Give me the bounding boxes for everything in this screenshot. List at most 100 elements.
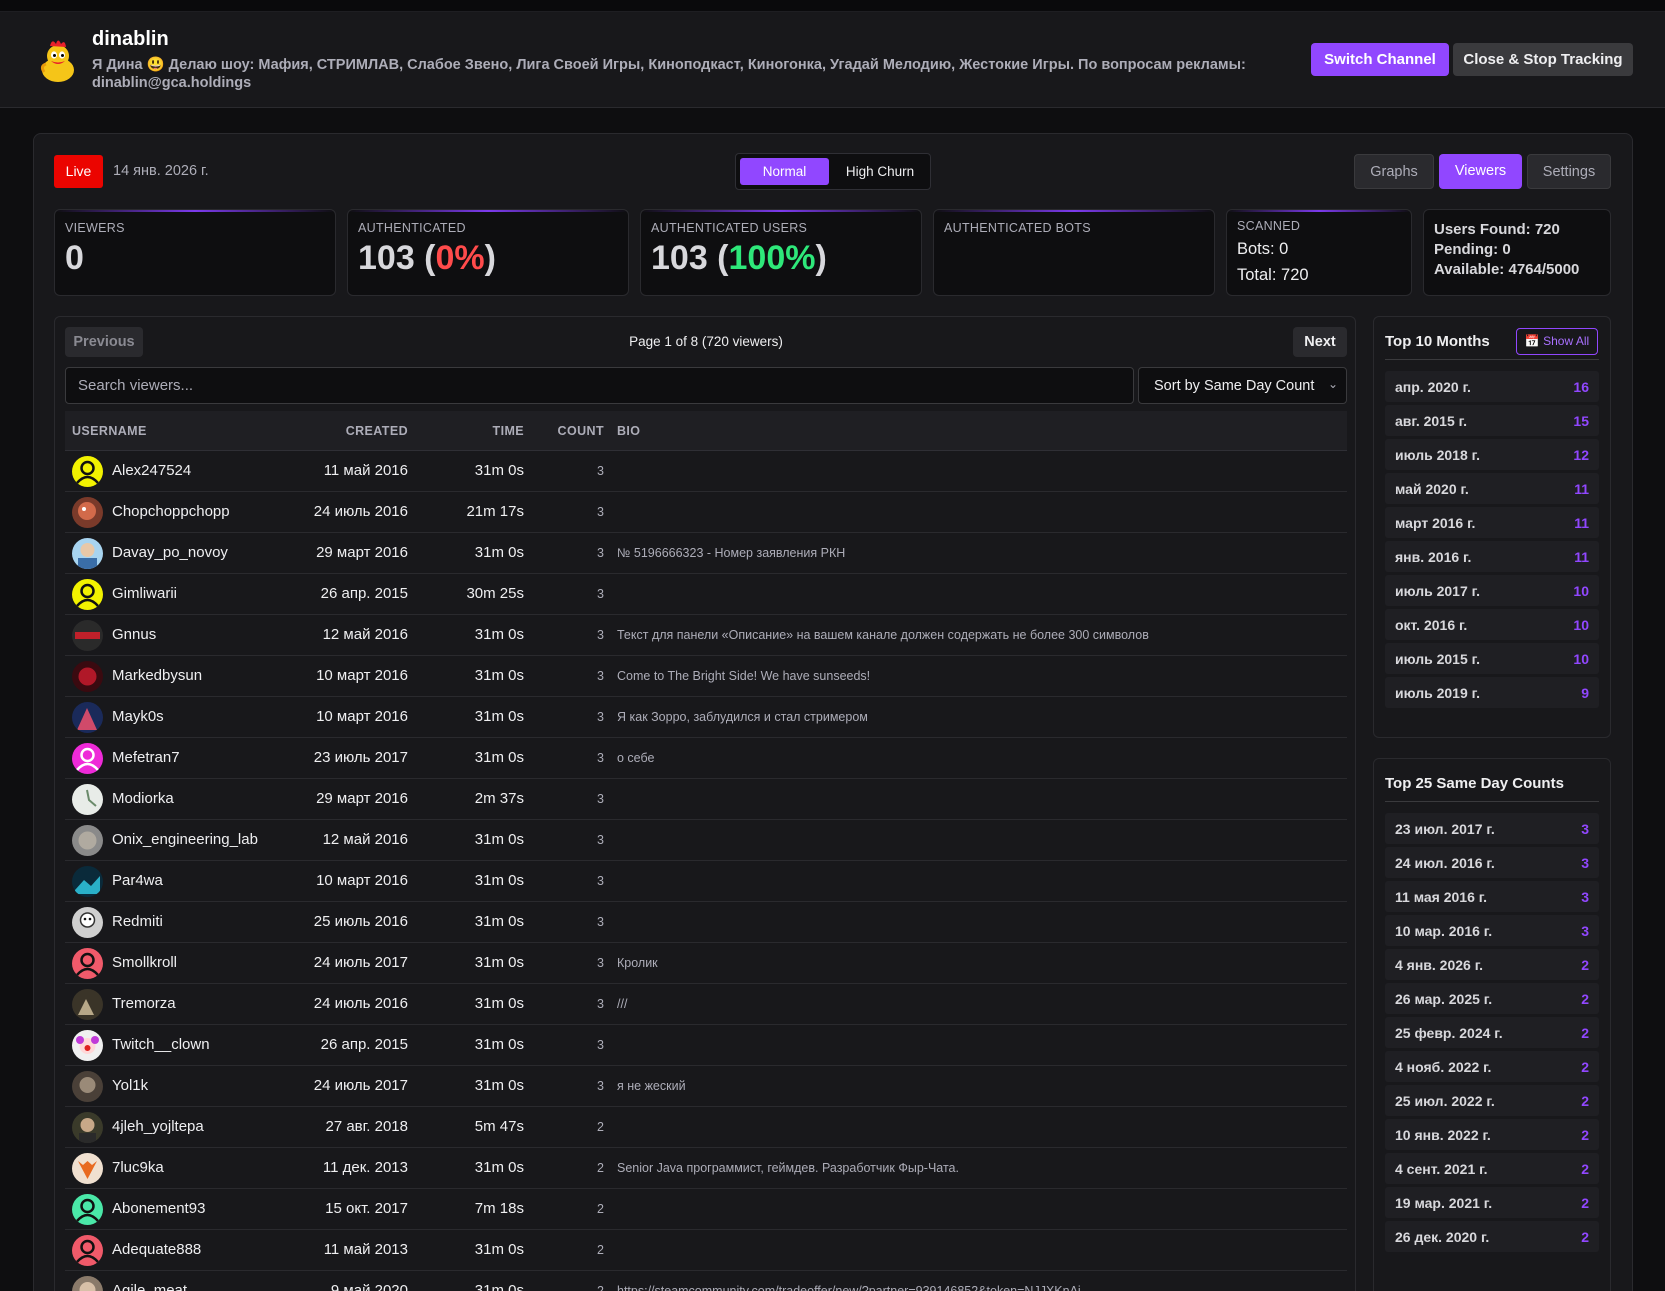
day-list-item[interactable]: 10 мар. 2016 г. 3: [1385, 915, 1599, 946]
cell-created: 24 июль 2017: [313, 954, 408, 971]
day-list-item[interactable]: 19 мар. 2021 г. 2: [1385, 1187, 1599, 1218]
table-row[interactable]: Adequate888 11 май 2013 31m 0s 2: [65, 1230, 1347, 1271]
cell-username[interactable]: Adequate888: [112, 1241, 202, 1258]
window-top-strip: [0, 0, 1665, 12]
day-list-item[interactable]: 10 янв. 2022 г. 2: [1385, 1119, 1599, 1150]
table-row[interactable]: 7luc9ka 11 дек. 2013 31m 0s 2 Senior Java пр…: [65, 1148, 1347, 1189]
cell-time: 31m 0s: [474, 462, 524, 479]
table-row[interactable]: Mayk0s 10 март 2016 31m 0s 3 Я как Зорро, за…: [65, 697, 1347, 738]
table-row[interactable]: Chopchoppchopp 24 июль 2016 21m 17s 3: [65, 492, 1347, 533]
cell-username[interactable]: Par4wa: [112, 872, 163, 889]
table-row[interactable]: Modiorka 29 март 2016 2m 37s 3: [65, 779, 1347, 820]
month-list-item[interactable]: март 2016 г. 11: [1385, 507, 1599, 538]
col-count[interactable]: COUNT: [557, 424, 604, 438]
month-list-item[interactable]: июль 2017 г. 10: [1385, 575, 1599, 606]
avatar: [72, 1071, 103, 1102]
day-list-item[interactable]: 23 июл. 2017 г. 3: [1385, 813, 1599, 844]
table-row[interactable]: Davay_po_novoy 29 март 2016 31m 0s 3 № 51966…: [65, 533, 1347, 574]
day-list-item[interactable]: 4 янв. 2026 г. 2: [1385, 949, 1599, 980]
table-row[interactable]: Agile_meat 9 май 2020 31m 0s 2 https://steam…: [65, 1271, 1347, 1291]
day-list-item[interactable]: 4 нояб. 2022 г. 2: [1385, 1051, 1599, 1082]
cell-bio: я не жеский: [617, 1079, 686, 1093]
cell-username[interactable]: Agile_meat: [112, 1282, 188, 1291]
cell-username[interactable]: Onix_engineering_lab: [112, 831, 258, 848]
table-row[interactable]: 4jleh_yojltepa 27 авг. 2018 5m 47s 2: [65, 1107, 1347, 1148]
month-list-item[interactable]: янв. 2016 г. 11: [1385, 541, 1599, 572]
cell-username[interactable]: Twitch__clown: [112, 1036, 210, 1053]
sort-select[interactable]: Sort by Same Day Count ⌄: [1138, 367, 1347, 404]
cell-username[interactable]: Gimliwarii: [112, 585, 177, 602]
col-time[interactable]: TIME: [492, 424, 524, 438]
table-row[interactable]: Alex247524 11 май 2016 31m 0s 3: [65, 451, 1347, 492]
table-row[interactable]: Redmiti 25 июль 2016 31m 0s 3: [65, 902, 1347, 943]
cell-username[interactable]: 7luc9ka: [112, 1159, 164, 1176]
month-list-item[interactable]: авг. 2015 г. 15: [1385, 405, 1599, 436]
table-row[interactable]: Par4wa 10 март 2016 31m 0s 3: [65, 861, 1347, 902]
table-row[interactable]: Abonement93 15 окт. 2017 7m 18s 2: [65, 1189, 1347, 1230]
tab-graphs[interactable]: Graphs: [1354, 154, 1434, 189]
next-page-button[interactable]: Next: [1293, 327, 1347, 357]
tab-settings[interactable]: Settings: [1527, 154, 1611, 189]
item-label: апр. 2020 г.: [1395, 379, 1471, 395]
cell-username[interactable]: Chopchoppchopp: [112, 503, 230, 520]
cell-username[interactable]: Davay_po_novoy: [112, 544, 228, 561]
table-row[interactable]: Gnnus 12 май 2016 31m 0s 3 Текст для панели …: [65, 615, 1347, 656]
item-count: 3: [1581, 821, 1589, 837]
previous-page-button[interactable]: Previous: [65, 327, 143, 357]
day-list-item[interactable]: 25 февр. 2024 г. 2: [1385, 1017, 1599, 1048]
mode-high-churn-button[interactable]: High Churn: [845, 164, 915, 179]
day-list-item[interactable]: 26 дек. 2020 г. 2: [1385, 1221, 1599, 1252]
table-row[interactable]: Onix_engineering_lab 12 май 2016 31m 0s 3: [65, 820, 1347, 861]
table-row[interactable]: Mefetran7 23 июль 2017 31m 0s 3 о себе: [65, 738, 1347, 779]
col-username[interactable]: USERNAME: [72, 424, 147, 438]
cell-username[interactable]: 4jleh_yojltepa: [112, 1118, 204, 1135]
table-row[interactable]: Twitch__clown 26 апр. 2015 31m 0s 3: [65, 1025, 1347, 1066]
avatar: [72, 1030, 103, 1061]
tab-viewers[interactable]: Viewers: [1439, 154, 1522, 189]
month-list-item[interactable]: июль 2018 г. 12: [1385, 439, 1599, 470]
switch-channel-button[interactable]: Switch Channel: [1311, 43, 1449, 76]
cell-created: 24 июль 2017: [313, 1077, 408, 1094]
day-list-item[interactable]: 25 июл. 2022 г. 2: [1385, 1085, 1599, 1116]
cell-username[interactable]: Abonement93: [112, 1200, 206, 1217]
cell-username[interactable]: Mayk0s: [112, 708, 164, 725]
table-row[interactable]: Smollkroll 24 июль 2017 31m 0s 3 Кролик: [65, 943, 1347, 984]
day-list-item[interactable]: 4 сент. 2021 г. 2: [1385, 1153, 1599, 1184]
table-row[interactable]: Yol1k 24 июль 2017 31m 0s 3 я не жеский: [65, 1066, 1347, 1107]
month-list-item[interactable]: окт. 2016 г. 10: [1385, 609, 1599, 640]
month-list-item[interactable]: апр. 2020 г. 16: [1385, 371, 1599, 402]
cell-time: 31m 0s: [474, 831, 524, 848]
table-row[interactable]: Tremorza 24 июль 2016 31m 0s 3 ///: [65, 984, 1347, 1025]
item-label: 25 февр. 2024 г.: [1395, 1025, 1503, 1041]
day-list-item[interactable]: 24 июл. 2016 г. 3: [1385, 847, 1599, 878]
table-row[interactable]: Gimliwarii 26 апр. 2015 30m 25s 3: [65, 574, 1347, 615]
month-list-item[interactable]: май 2020 г. 11: [1385, 473, 1599, 504]
cell-time: 31m 0s: [474, 1036, 524, 1053]
cell-username[interactable]: Mefetran7: [112, 749, 180, 766]
cell-username[interactable]: Markedbysun: [112, 667, 203, 684]
cell-username[interactable]: Alex247524: [112, 462, 192, 479]
col-created[interactable]: CREATED: [345, 424, 408, 438]
cell-count: 2: [597, 1243, 604, 1257]
table-row[interactable]: Markedbysun 10 март 2016 31m 0s 3 Come to Th…: [65, 656, 1347, 697]
day-list-item[interactable]: 11 мая 2016 г. 3: [1385, 881, 1599, 912]
cell-username[interactable]: Tremorza: [112, 995, 176, 1012]
show-all-button[interactable]: 📅 Show All: [1516, 328, 1598, 355]
cell-count: 3: [597, 792, 604, 806]
cell-created: 11 май 2013: [323, 1241, 408, 1258]
cell-username[interactable]: Redmiti: [112, 913, 163, 930]
month-list-item[interactable]: июль 2019 г. 9: [1385, 677, 1599, 708]
cell-username[interactable]: Gnnus: [112, 626, 157, 643]
day-list-item[interactable]: 26 мар. 2025 г. 2: [1385, 983, 1599, 1014]
cell-username[interactable]: Yol1k: [112, 1077, 149, 1094]
stat-value: 0: [65, 239, 84, 277]
month-list-item[interactable]: июль 2015 г. 10: [1385, 643, 1599, 674]
search-viewers-input[interactable]: [65, 367, 1134, 404]
cell-username[interactable]: Smollkroll: [112, 954, 178, 971]
close-stop-tracking-button[interactable]: Close & Stop Tracking: [1453, 43, 1633, 76]
avatar: [72, 1276, 103, 1291]
avatar: [72, 907, 103, 938]
cell-username[interactable]: Modiorka: [112, 790, 174, 807]
mode-normal-button[interactable]: Normal: [740, 158, 829, 185]
item-label: март 2016 г.: [1395, 515, 1476, 531]
